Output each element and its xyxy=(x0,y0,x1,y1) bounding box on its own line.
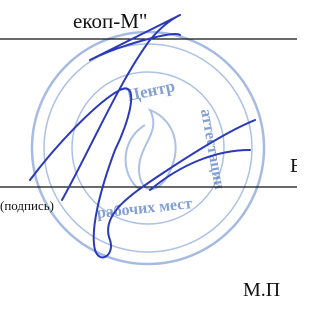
document-fragment: Центр аттестации рабочих мест екоп-М" Е … xyxy=(0,0,297,314)
organization-line: екоп-М" xyxy=(73,9,147,33)
stamp-text: Центр xyxy=(125,76,176,105)
seal-mark: М.П xyxy=(243,279,280,301)
stamp-emblem xyxy=(126,125,145,190)
page: {"document": { "organization_line": "еко… xyxy=(0,0,297,314)
signature-caption: (подпись) xyxy=(0,198,54,213)
stamp xyxy=(32,32,264,264)
text-fragment: Е xyxy=(290,155,297,177)
stamp-outer-ring xyxy=(32,32,264,264)
